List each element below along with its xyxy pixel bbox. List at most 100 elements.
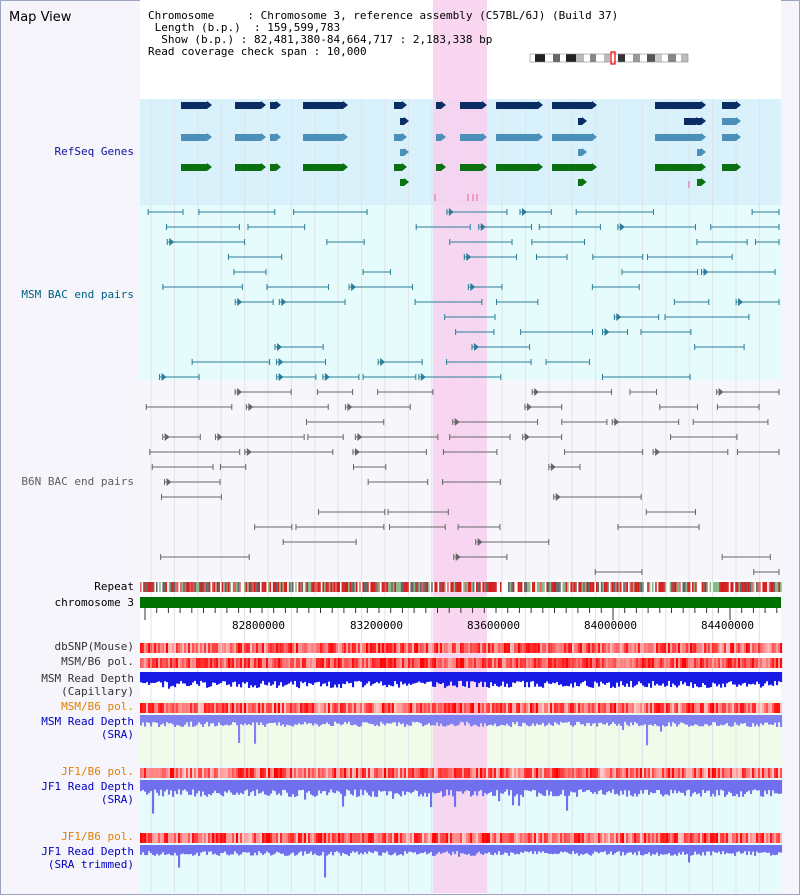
pol-heat-cell bbox=[396, 703, 399, 713]
repeat-element bbox=[373, 582, 376, 592]
repeat-element bbox=[357, 582, 360, 592]
chromosome-value: Chromosome 3, reference assembly (C57BL/… bbox=[260, 9, 619, 22]
read-depth-bar bbox=[196, 845, 199, 853]
pol-heat-cell bbox=[584, 658, 587, 668]
read-depth-bar bbox=[422, 715, 425, 727]
read-depth-bar bbox=[774, 672, 777, 681]
pol-heat-cell bbox=[248, 833, 251, 843]
read-depth-bar bbox=[668, 845, 671, 854]
read-depth-bar bbox=[632, 715, 635, 726]
pol-heat-cell bbox=[418, 658, 421, 668]
read-depth-bar bbox=[578, 715, 581, 722]
repeat-element bbox=[383, 582, 385, 592]
pol-heat-cell bbox=[766, 643, 769, 653]
read-depth-bar bbox=[394, 845, 397, 853]
repeat-element bbox=[674, 582, 677, 592]
read-depth-bar bbox=[386, 715, 389, 724]
read-depth-bar bbox=[560, 780, 563, 795]
ideogram-band bbox=[596, 54, 604, 62]
track-label-msm-b6-pol-2[interactable]: MSM/B6 pol. bbox=[61, 700, 134, 713]
repeat-element bbox=[484, 582, 486, 592]
pol-heat-cell bbox=[746, 658, 749, 668]
pol-heat-cell bbox=[282, 658, 285, 668]
track-label-jf1-b6-pol-2[interactable]: JF1/B6 pol. bbox=[61, 830, 134, 843]
pol-heat-cell bbox=[580, 643, 583, 653]
repeat-element bbox=[261, 582, 264, 592]
track-label-jf1-b6-pol-1[interactable]: JF1/B6 pol. bbox=[61, 765, 134, 778]
gene-feature bbox=[394, 164, 402, 171]
gene-arrow bbox=[538, 101, 543, 109]
pol-heat-cell bbox=[394, 703, 397, 713]
read-depth-bar bbox=[606, 715, 609, 723]
pol-heat-cell bbox=[494, 703, 497, 713]
read-depth-bar bbox=[512, 845, 515, 853]
gene-feature bbox=[460, 134, 482, 141]
read-depth-bar bbox=[748, 715, 751, 727]
read-depth-bar bbox=[528, 715, 531, 727]
pol-heat-cell bbox=[246, 833, 249, 843]
repeat-element bbox=[434, 582, 437, 592]
track-label-msm-bac[interactable]: MSM BAC end pairs bbox=[21, 288, 134, 301]
repeat-element bbox=[756, 582, 758, 592]
track-label-jf1-depth-trim-1[interactable]: JF1 Read Depth bbox=[41, 845, 134, 858]
pol-heat-cell bbox=[512, 703, 515, 713]
track-label-b6n-bac[interactable]: B6N BAC end pairs bbox=[21, 475, 134, 488]
track-label-msm-b6-pol-1[interactable]: MSM/B6 pol. bbox=[61, 655, 134, 668]
pol-heat-cell bbox=[170, 703, 173, 713]
read-depth-bar bbox=[554, 780, 557, 797]
read-depth-bar bbox=[404, 715, 407, 727]
track-label-msm-depth-sra-1[interactable]: MSM Read Depth bbox=[41, 715, 134, 728]
pol-heat-cell bbox=[548, 643, 551, 653]
read-depth-bar bbox=[490, 672, 493, 683]
pol-heat-cell bbox=[358, 833, 361, 843]
pol-heat-cell bbox=[286, 643, 289, 653]
read-depth-bar bbox=[726, 715, 729, 723]
pol-heat-cell bbox=[430, 658, 433, 668]
pol-heat-cell bbox=[598, 643, 601, 653]
read-depth-bar bbox=[426, 715, 429, 725]
read-depth-bar bbox=[626, 672, 629, 684]
pol-heat-cell bbox=[420, 643, 423, 653]
read-depth-bar bbox=[600, 845, 603, 852]
track-label-jf1-depth-sra-2: (SRA) bbox=[100, 793, 134, 806]
read-depth-bar bbox=[280, 780, 283, 796]
read-depth-bar bbox=[436, 845, 439, 854]
pol-heat-cell bbox=[552, 703, 555, 713]
repeat-element bbox=[452, 582, 454, 592]
track-label-dbsnp[interactable]: dbSNP(Mouse) bbox=[54, 640, 134, 653]
track-label-msm-depth-cap-1[interactable]: MSM Read Depth bbox=[41, 672, 134, 685]
read-depth-bar bbox=[218, 715, 221, 723]
pol-heat-cell bbox=[308, 768, 311, 778]
pol-heat-cell bbox=[150, 703, 153, 713]
pol-heat-cell bbox=[376, 658, 379, 668]
pol-heat-cell bbox=[272, 658, 275, 668]
pol-heat-cell bbox=[600, 643, 603, 653]
read-depth-bar bbox=[556, 780, 559, 797]
pol-heat-cell bbox=[386, 658, 389, 668]
pol-heat-cell bbox=[406, 703, 409, 713]
read-depth-bar bbox=[268, 780, 271, 796]
pol-heat-cell bbox=[436, 703, 439, 713]
track-label-jf1-depth-sra-1[interactable]: JF1 Read Depth bbox=[41, 780, 134, 793]
pol-heat-cell bbox=[234, 768, 237, 778]
read-depth-bar bbox=[354, 780, 357, 790]
pol-heat-cell bbox=[696, 643, 699, 653]
pol-heat-cell bbox=[264, 643, 267, 653]
repeat-element bbox=[205, 582, 208, 592]
pol-heat-cell bbox=[210, 703, 213, 713]
repeat-element bbox=[581, 582, 584, 592]
track-label-refseq[interactable]: RefSeq Genes bbox=[54, 145, 134, 158]
read-depth-bar bbox=[424, 715, 427, 726]
pol-heat-cell bbox=[238, 833, 241, 843]
pol-heat-cell bbox=[450, 768, 453, 778]
read-depth-bar bbox=[340, 672, 343, 688]
read-depth-bar bbox=[764, 845, 767, 852]
read-depth-bar bbox=[490, 780, 493, 792]
read-depth-bar bbox=[230, 715, 233, 725]
repeat-element bbox=[412, 582, 414, 592]
read-depth-bar bbox=[734, 845, 737, 856]
pol-heat-cell bbox=[314, 643, 317, 653]
pol-heat-cell bbox=[348, 703, 351, 713]
pol-heat-cell bbox=[488, 703, 491, 713]
